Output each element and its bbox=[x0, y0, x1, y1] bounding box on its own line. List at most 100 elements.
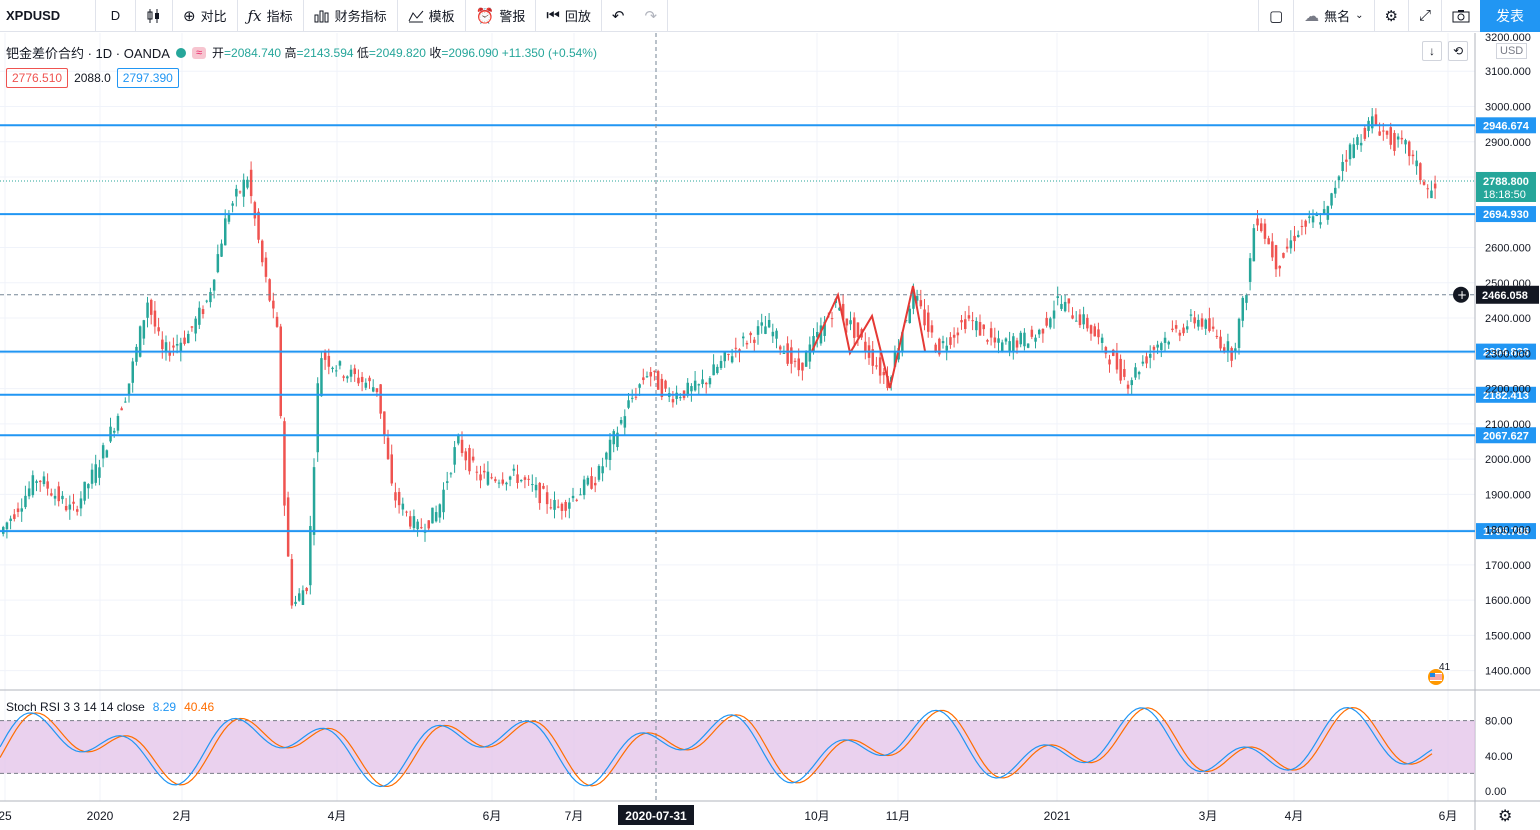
candle-body bbox=[1285, 246, 1289, 249]
symbol-search-button[interactable]: XPDUSD bbox=[0, 0, 96, 32]
candle-body bbox=[582, 479, 586, 496]
templates-button[interactable]: 模板 bbox=[398, 0, 466, 32]
candle-body bbox=[693, 380, 697, 391]
refresh-icon: ⟲ bbox=[1452, 44, 1464, 58]
candle-body bbox=[560, 503, 564, 511]
candle-body bbox=[642, 377, 645, 381]
indicators-button[interactable]: ƒx 指标 bbox=[238, 0, 304, 32]
candle-body bbox=[549, 507, 553, 509]
candle-body bbox=[342, 376, 345, 378]
fullscreen-layout-button[interactable]: ▢ bbox=[1257, 0, 1293, 32]
stoch-tick-label: 80.00 bbox=[1485, 716, 1513, 728]
candle-body bbox=[882, 371, 886, 376]
sell-price-button[interactable]: 2776.510 bbox=[6, 68, 69, 88]
market-status-icon bbox=[175, 47, 186, 58]
candle-body bbox=[446, 481, 449, 483]
candle-body bbox=[1211, 326, 1215, 329]
buy-price-button[interactable]: 2797.390 bbox=[116, 68, 179, 88]
candle-body bbox=[483, 470, 486, 473]
replay-button[interactable]: ⏮ 回放 bbox=[536, 0, 602, 32]
layout-name-button[interactable]: ☁ 無名 ⌄ bbox=[1293, 0, 1373, 32]
high-value: 2143.594 bbox=[303, 46, 354, 60]
level-price-tag bbox=[1476, 427, 1536, 444]
candle-body bbox=[801, 362, 804, 371]
candle-body bbox=[357, 377, 360, 384]
candle-body bbox=[1119, 358, 1122, 381]
price-tick-label: 3100.000 bbox=[1485, 66, 1531, 78]
candle-body bbox=[1426, 188, 1429, 190]
candle-body bbox=[50, 493, 53, 496]
candle-body bbox=[975, 320, 978, 331]
settings-button[interactable]: ⚙ bbox=[1373, 0, 1408, 32]
candle-body bbox=[756, 326, 760, 335]
stoch-tick-label: 40.00 bbox=[1485, 751, 1513, 763]
layout-name-label: 無名 bbox=[1324, 9, 1351, 24]
interval-button[interactable]: D bbox=[96, 0, 136, 32]
candle-body bbox=[1400, 137, 1404, 140]
candle-body bbox=[1245, 294, 1248, 303]
compare-label: 对比 bbox=[200, 9, 227, 24]
candle-body bbox=[172, 345, 175, 348]
chart-area[interactable]: 2946.674 2694.930 2304.823 2182.413 2067.627… bbox=[0, 33, 1540, 830]
candle-body bbox=[479, 474, 482, 481]
candle-body bbox=[841, 303, 845, 320]
redo-button[interactable]: ↷ bbox=[634, 0, 669, 32]
candle-body bbox=[20, 508, 23, 512]
candle-body bbox=[1149, 353, 1152, 358]
candle-body bbox=[686, 382, 689, 396]
candle-body bbox=[53, 495, 57, 499]
candle-body bbox=[231, 203, 234, 206]
alerts-button[interactable]: ⏰ 警报 bbox=[466, 0, 537, 32]
candle-body bbox=[153, 310, 157, 327]
ohlc-values: 开=2084.740 高=2143.594 低=2049.820 收=2096.… bbox=[212, 46, 597, 60]
candle-body bbox=[719, 360, 723, 369]
candle-body bbox=[1052, 310, 1056, 319]
candle-body bbox=[1359, 142, 1363, 146]
candle-body bbox=[716, 366, 719, 374]
price-chart-canvas[interactable]: 2946.674 2694.930 2304.823 2182.413 2067.627… bbox=[0, 33, 1540, 830]
candle-body bbox=[1200, 318, 1204, 327]
candle-body bbox=[634, 396, 638, 398]
candle-body bbox=[57, 486, 60, 502]
candle-body bbox=[989, 328, 993, 338]
financials-button[interactable]: 财务指标 bbox=[304, 0, 398, 32]
gear-icon: ⚙ bbox=[1384, 7, 1398, 25]
candle-body bbox=[760, 322, 763, 326]
wave-badge: ≈ bbox=[191, 46, 207, 59]
economic-event-badge[interactable]: 41 bbox=[1422, 662, 1450, 685]
compare-button[interactable]: ⊕ 对比 bbox=[173, 0, 238, 32]
chart-type-button[interactable] bbox=[136, 0, 173, 32]
publish-button[interactable]: 发表 bbox=[1480, 0, 1540, 32]
candle-body bbox=[542, 485, 545, 489]
candle-body bbox=[397, 491, 401, 506]
candle-body bbox=[623, 416, 627, 428]
candle-body bbox=[1363, 127, 1367, 139]
snapshot-button[interactable] bbox=[1441, 0, 1480, 32]
candle-body bbox=[161, 339, 164, 350]
candle-body bbox=[349, 369, 353, 377]
candle-body bbox=[1156, 344, 1159, 348]
candle-body bbox=[1356, 137, 1359, 145]
chart-settings-button[interactable]: ⚙ bbox=[1498, 806, 1512, 826]
maximize-button[interactable]: ⤢ bbox=[1407, 0, 1441, 32]
candle-body bbox=[101, 445, 105, 459]
scroll-down-button[interactable]: ↓ bbox=[1422, 41, 1442, 61]
candle-body bbox=[1097, 329, 1100, 338]
candle-body bbox=[697, 384, 701, 386]
candle-body bbox=[790, 347, 793, 364]
undo-button[interactable]: ↶ bbox=[602, 0, 635, 32]
currency-label[interactable]: USD bbox=[1496, 43, 1528, 59]
candle-body bbox=[830, 318, 834, 320]
symbol-label: XPDUSD bbox=[6, 8, 61, 23]
stoch-k-value: 8.29 bbox=[152, 700, 177, 714]
candle-body bbox=[464, 451, 467, 461]
current-price-label: 2788.800 bbox=[1483, 176, 1529, 188]
candle-body bbox=[1337, 176, 1341, 181]
candle-body bbox=[1415, 160, 1418, 167]
crosshair-price-label: 2466.058 bbox=[1482, 290, 1528, 302]
auto-scale-button[interactable]: ⟲ bbox=[1448, 41, 1468, 61]
candle-body bbox=[1056, 296, 1059, 299]
candle-body bbox=[819, 325, 823, 344]
candle-body bbox=[638, 384, 641, 388]
